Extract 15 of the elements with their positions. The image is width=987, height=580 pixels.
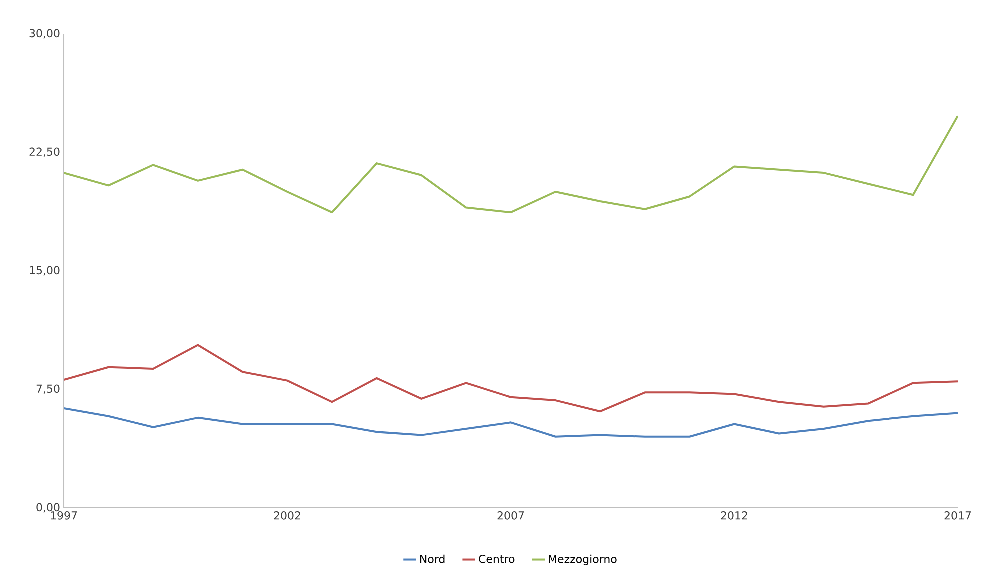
x-tick-label: 2017 [944, 512, 972, 520]
legend-label: Nord [420, 554, 445, 564]
x-tick-label: 2012 [721, 512, 748, 520]
legend-label: Centro [479, 554, 515, 564]
x-tick-label: 2007 [498, 512, 524, 520]
y-tick-label: 15,00 [30, 266, 60, 276]
y-tick-label: 30,00 [30, 29, 60, 39]
line-series [64, 344, 958, 413]
x-tick-label: 1997 [51, 512, 78, 520]
y-tick-label: 7,50 [36, 384, 60, 394]
y-tick-label: 22,50 [30, 148, 60, 158]
line-series [64, 115, 958, 214]
y-tick-label: 0,00 [36, 503, 60, 513]
legend-label: Mezzogiorno [549, 554, 617, 566]
x-tick-label: 2002 [274, 512, 300, 520]
